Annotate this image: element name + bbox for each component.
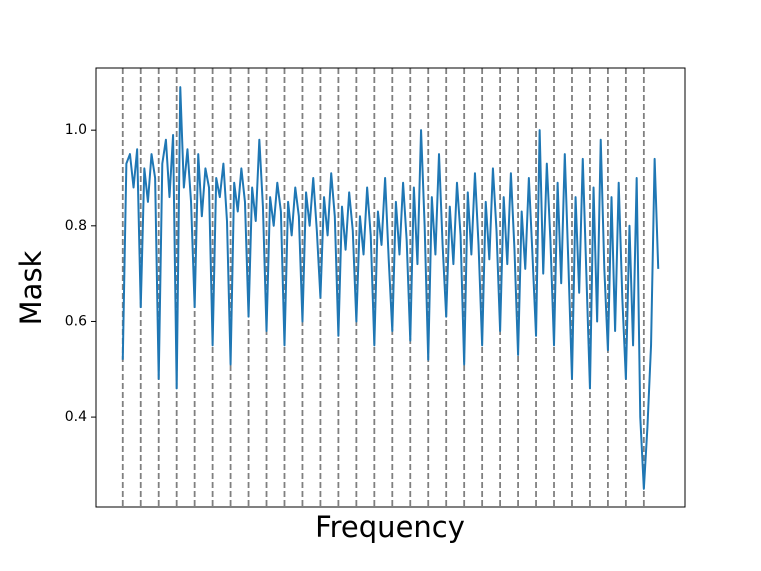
y-tick-label: 0.8	[65, 218, 87, 234]
y-tick-label: 0.4	[65, 409, 87, 425]
x-axis-label: Frequency	[315, 510, 465, 544]
plot-frame	[95, 67, 686, 508]
y-axis-label: Mask	[14, 250, 48, 325]
y-tick-label: 0.6	[65, 313, 87, 329]
y-tick-label: 1.0	[65, 122, 87, 138]
data-line	[121, 86, 660, 490]
